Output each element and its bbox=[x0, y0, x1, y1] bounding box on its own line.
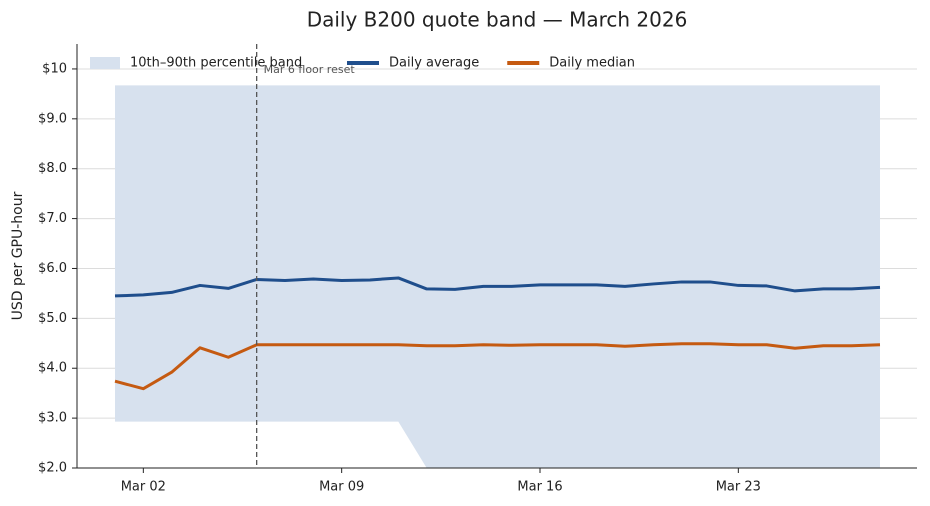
y-tick-label: $2.0 bbox=[38, 461, 67, 476]
line-series bbox=[114, 276, 881, 298]
y-tick-label: $7.0 bbox=[38, 211, 67, 226]
percentile-band bbox=[115, 85, 880, 468]
legend-label: 10th–90th percentile band bbox=[130, 56, 302, 71]
legend-label: Daily median bbox=[549, 56, 635, 71]
y-axis-label: USD per GPU-hour bbox=[10, 191, 26, 320]
chart-title: Daily B200 quote band — March 2026 bbox=[307, 8, 688, 32]
y-tick-label: $4.0 bbox=[38, 361, 67, 376]
y-tick-label: $6.0 bbox=[38, 261, 67, 276]
y-tick-label: $8.0 bbox=[38, 161, 67, 176]
x-tick-label: Mar 02 bbox=[121, 480, 166, 495]
y-tick-label: $5.0 bbox=[38, 311, 67, 326]
x-tick-label: Mar 23 bbox=[716, 480, 761, 495]
legend-swatch bbox=[90, 57, 120, 69]
annotation-text: Mar 6 floor reset bbox=[264, 63, 356, 76]
x-tick-label: Mar 09 bbox=[319, 480, 364, 495]
x-tick-label: Mar 16 bbox=[517, 480, 562, 495]
legend-label: Daily average bbox=[389, 56, 479, 71]
y-tick-label: $10 bbox=[42, 61, 67, 76]
line-series bbox=[114, 342, 881, 391]
y-tick-label: $9.0 bbox=[38, 111, 67, 126]
y-tick-label: $3.0 bbox=[38, 411, 67, 426]
